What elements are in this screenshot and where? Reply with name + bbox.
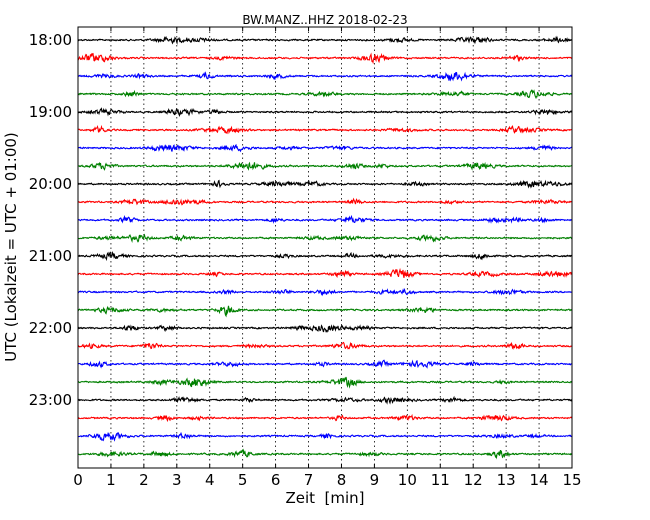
x-axis-label: Zeit [min] [285,489,364,507]
trace-line [77,89,573,100]
y-tick-label: 20:00 [29,175,72,193]
trace-line [77,250,573,262]
y-tick-label: 22:00 [29,319,72,337]
chart-title: BW.MANZ..HHZ 2018-02-23 [242,13,407,27]
trace-line [77,267,573,278]
y-axis-ticks: 18:00 19:00 20:00 21:00 22:00 23:00 [29,31,572,409]
x-tick-label: 11 [431,471,450,489]
trace-line [77,197,573,206]
y-tick-label: 23:00 [29,391,72,409]
trace-line [77,179,573,189]
trace-line [77,35,573,45]
x-tick-label: 12 [464,471,483,489]
x-tick-label: 6 [271,471,281,489]
x-tick-label: 10 [398,471,417,489]
x-axis-ticks: 0 1 2 3 4 5 6 7 8 9 10 11 12 13 14 15 [73,27,582,489]
trace-line [77,52,573,65]
x-tick-label: 13 [497,471,516,489]
x-tick-label: 7 [304,471,314,489]
x-tick-label: 3 [172,471,182,489]
trace-line [77,233,573,243]
trace-line [77,448,573,460]
trace-line [77,376,573,389]
trace-line [77,431,573,442]
y-tick-label: 21:00 [29,247,72,265]
trace-line [77,395,573,405]
trace-line [77,71,573,82]
x-tick-label: 2 [139,471,149,489]
x-tick-label: 14 [530,471,549,489]
x-tick-label: 4 [205,471,215,489]
trace-line [77,124,572,135]
trace-line [77,107,573,118]
traces [77,35,573,460]
trace-line [77,413,573,423]
trace-line [77,324,573,334]
plot-frame [77,26,573,469]
x-tick-label: 8 [337,471,347,489]
y-tick-label: 18:00 [29,31,72,49]
trace-line [77,287,573,297]
trace-line [77,214,573,224]
trace-line [77,359,573,369]
trace-line [77,341,573,350]
trace-line [77,161,573,171]
trace-line [77,305,573,318]
x-tick-label: 15 [562,471,581,489]
y-tick-label: 19:00 [29,103,72,121]
grid-lines [110,27,540,468]
x-tick-label: 5 [238,471,248,489]
trace-line [77,143,572,153]
y-axis-label: UTC (Lokalzeit = UTC + 01:00) [2,132,20,362]
x-tick-label: 1 [106,471,116,489]
x-tick-label: 9 [370,471,380,489]
x-tick-label: 0 [73,471,83,489]
